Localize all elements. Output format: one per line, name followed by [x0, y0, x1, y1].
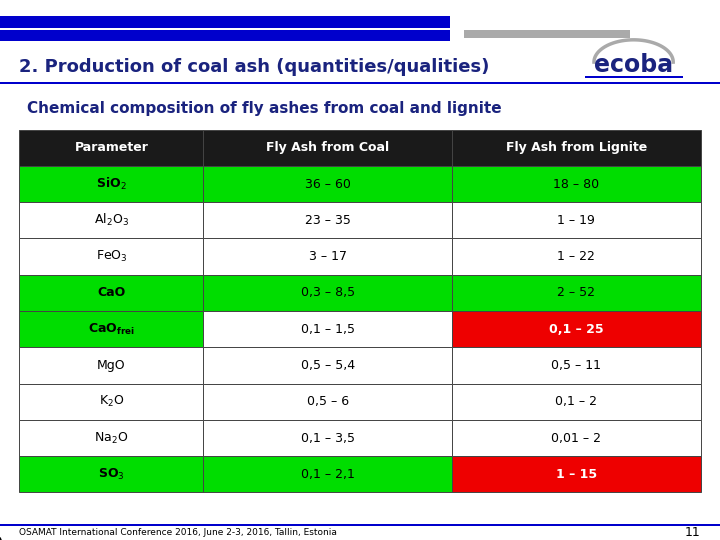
Bar [19, 166, 203, 202]
Text: Fly Ash from Coal: Fly Ash from Coal [266, 141, 390, 154]
Bar [203, 311, 452, 347]
Bar [452, 239, 701, 275]
Text: 0,3 – 8,5: 0,3 – 8,5 [300, 286, 355, 299]
Bar [203, 202, 452, 239]
Text: 18 – 80: 18 – 80 [553, 178, 599, 191]
Text: 1 – 19: 1 – 19 [557, 214, 595, 227]
Bar [19, 130, 203, 166]
Text: FeO$_3$: FeO$_3$ [96, 249, 127, 264]
Bar [203, 383, 452, 420]
Text: 0,01 – 2: 0,01 – 2 [552, 431, 601, 444]
Bar [203, 347, 452, 383]
Text: SO$_3$: SO$_3$ [98, 467, 125, 482]
Text: 0,1 – 25: 0,1 – 25 [549, 323, 603, 336]
Bar [452, 275, 701, 311]
Text: CaO$_{\mathregular{frei}}$: CaO$_{\mathregular{frei}}$ [88, 322, 135, 337]
Text: 1 – 22: 1 – 22 [557, 250, 595, 263]
Text: OSAMAT International Conference 2016, June 2-3, 2016, Tallin, Estonia: OSAMAT International Conference 2016, Ju… [19, 529, 337, 537]
Text: 0,5 – 5,4: 0,5 – 5,4 [300, 359, 355, 372]
Bar [0, 524, 720, 526]
Bar [203, 239, 452, 275]
Text: 0,1 – 2,1: 0,1 – 2,1 [301, 468, 354, 481]
Text: K$_2$O: K$_2$O [99, 394, 124, 409]
Text: Parameter: Parameter [74, 141, 148, 154]
Bar [19, 239, 203, 275]
Bar [203, 420, 452, 456]
Text: 0,1 – 1,5: 0,1 – 1,5 [301, 323, 355, 336]
Text: 0,1 – 3,5: 0,1 – 3,5 [301, 431, 355, 444]
Text: 3 – 17: 3 – 17 [309, 250, 346, 263]
Text: 0,5 – 6: 0,5 – 6 [307, 395, 348, 408]
Text: CaO: CaO [97, 286, 125, 299]
Bar [19, 311, 203, 347]
Bar [0, 16, 450, 28]
Bar [203, 166, 452, 202]
Text: Chemical composition of fly ashes from coal and lignite: Chemical composition of fly ashes from c… [27, 100, 502, 116]
Bar [203, 130, 452, 166]
Bar [19, 347, 203, 383]
Bar [203, 456, 452, 492]
Bar [452, 383, 701, 420]
Bar [452, 202, 701, 239]
Text: ecoba: ecoba [594, 53, 673, 77]
Text: 23 – 35: 23 – 35 [305, 214, 351, 227]
Text: SiO$_2$: SiO$_2$ [96, 176, 127, 192]
Text: 0,1 – 2: 0,1 – 2 [555, 395, 598, 408]
Text: Al$_2$O$_3$: Al$_2$O$_3$ [94, 212, 129, 228]
Bar [452, 130, 701, 166]
Text: 1 – 15: 1 – 15 [556, 468, 597, 481]
Bar [19, 420, 203, 456]
Text: Na$_2$O: Na$_2$O [94, 430, 128, 445]
Text: 11: 11 [685, 526, 701, 539]
Bar [452, 347, 701, 383]
Bar [452, 456, 701, 492]
Bar [585, 76, 683, 78]
Text: 2. Production of coal ash (quantities/qualities): 2. Production of coal ash (quantities/qu… [19, 58, 490, 77]
Bar [19, 383, 203, 420]
Bar [464, 30, 630, 38]
Text: 36 – 60: 36 – 60 [305, 178, 351, 191]
Bar [452, 420, 701, 456]
Text: 2 – 52: 2 – 52 [557, 286, 595, 299]
Bar [19, 202, 203, 239]
Bar [0, 82, 720, 84]
Bar [203, 275, 452, 311]
Text: Fly Ash from Lignite: Fly Ash from Lignite [505, 141, 647, 154]
Text: 0,5 – 11: 0,5 – 11 [552, 359, 601, 372]
Text: MgO: MgO [97, 359, 126, 372]
Bar [452, 311, 701, 347]
Bar [0, 30, 450, 40]
Bar [452, 166, 701, 202]
Bar [19, 275, 203, 311]
Bar [19, 456, 203, 492]
